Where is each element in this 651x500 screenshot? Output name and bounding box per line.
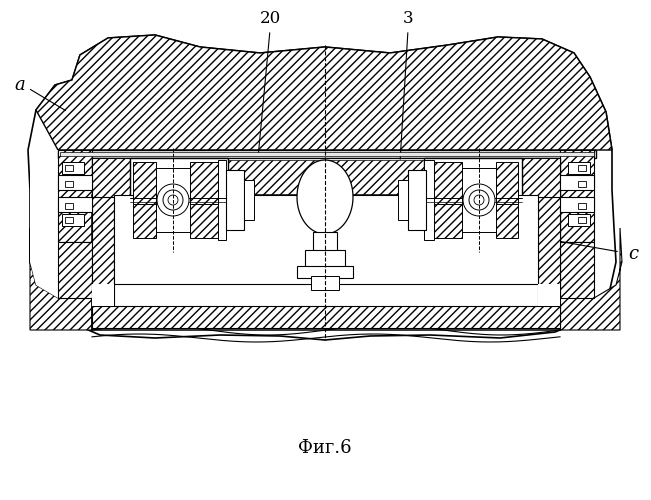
Bar bbox=[560, 175, 594, 190]
Bar bbox=[218, 160, 226, 240]
Bar bbox=[62, 214, 84, 226]
Bar bbox=[58, 150, 596, 158]
Bar bbox=[408, 170, 426, 230]
Text: 3: 3 bbox=[403, 10, 413, 27]
Polygon shape bbox=[522, 158, 560, 240]
Bar bbox=[398, 180, 408, 220]
Bar bbox=[65, 203, 73, 209]
Text: a: a bbox=[14, 76, 25, 94]
Polygon shape bbox=[133, 162, 156, 204]
Polygon shape bbox=[190, 204, 218, 238]
Bar bbox=[560, 197, 594, 212]
Bar bbox=[62, 162, 84, 174]
Bar bbox=[568, 214, 590, 226]
Polygon shape bbox=[297, 160, 353, 234]
Bar bbox=[538, 284, 560, 306]
Circle shape bbox=[163, 190, 183, 210]
Polygon shape bbox=[58, 242, 92, 298]
Circle shape bbox=[469, 190, 489, 210]
Polygon shape bbox=[560, 242, 594, 298]
Bar bbox=[92, 284, 114, 306]
Bar bbox=[226, 170, 244, 230]
Bar bbox=[297, 266, 353, 278]
Circle shape bbox=[157, 184, 189, 216]
Bar bbox=[92, 306, 560, 328]
Circle shape bbox=[168, 195, 178, 205]
Bar bbox=[60, 152, 594, 156]
Polygon shape bbox=[30, 228, 92, 330]
Polygon shape bbox=[496, 162, 518, 204]
Text: 20: 20 bbox=[259, 10, 281, 27]
Polygon shape bbox=[36, 35, 612, 150]
Bar bbox=[578, 181, 586, 187]
Text: Фиг.6: Фиг.6 bbox=[298, 439, 352, 457]
Bar bbox=[156, 168, 190, 232]
Text: c: c bbox=[628, 245, 638, 263]
Bar bbox=[424, 160, 434, 240]
Bar bbox=[114, 195, 538, 284]
Bar bbox=[578, 203, 586, 209]
Bar bbox=[568, 162, 590, 174]
Bar bbox=[462, 168, 496, 232]
Bar bbox=[538, 197, 560, 328]
Bar bbox=[58, 197, 92, 212]
Polygon shape bbox=[58, 150, 92, 242]
Bar bbox=[92, 197, 114, 328]
Polygon shape bbox=[30, 150, 58, 298]
Bar bbox=[92, 195, 560, 330]
Polygon shape bbox=[434, 204, 462, 238]
Bar bbox=[65, 165, 73, 171]
Bar bbox=[305, 250, 345, 268]
Polygon shape bbox=[28, 35, 616, 340]
Bar bbox=[94, 160, 558, 196]
Polygon shape bbox=[560, 228, 622, 330]
Polygon shape bbox=[560, 150, 594, 242]
Bar bbox=[311, 276, 339, 290]
Bar bbox=[424, 158, 522, 242]
Circle shape bbox=[474, 195, 484, 205]
Bar bbox=[65, 217, 73, 223]
Bar bbox=[578, 165, 586, 171]
Bar bbox=[130, 158, 228, 242]
Polygon shape bbox=[190, 162, 218, 204]
Polygon shape bbox=[496, 204, 518, 238]
Bar bbox=[58, 175, 92, 190]
Polygon shape bbox=[92, 158, 130, 240]
Bar bbox=[65, 181, 73, 187]
Bar bbox=[92, 158, 560, 198]
Circle shape bbox=[463, 184, 495, 216]
Bar bbox=[313, 232, 337, 252]
Polygon shape bbox=[133, 204, 156, 238]
Bar bbox=[244, 180, 254, 220]
Bar bbox=[578, 217, 586, 223]
Polygon shape bbox=[434, 162, 462, 204]
